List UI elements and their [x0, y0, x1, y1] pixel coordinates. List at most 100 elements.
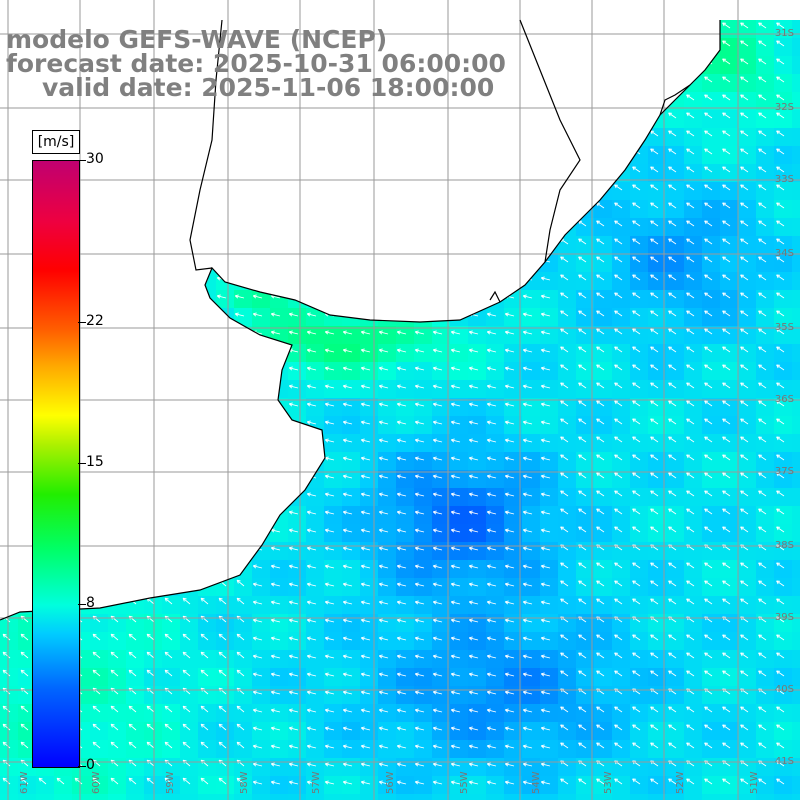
wind-speed-cell — [540, 488, 559, 507]
wind-speed-cell — [432, 488, 451, 507]
wind-speed-cell — [252, 740, 271, 759]
wind-speed-cell — [324, 578, 343, 597]
wind-speed-cell — [198, 776, 217, 795]
wind-speed-cell — [414, 632, 433, 651]
wind-speed-cell — [342, 416, 361, 435]
wind-speed-cell — [414, 488, 433, 507]
colorbar-tick-label: 22 — [86, 312, 104, 329]
wind-speed-cell — [288, 596, 307, 615]
wind-speed-cell — [252, 650, 271, 669]
wind-speed-cell — [396, 758, 415, 777]
wind-speed-cell — [126, 632, 145, 651]
wind-speed-cell — [306, 614, 325, 633]
wind-speed-cell — [468, 326, 487, 345]
wind-speed-cell — [378, 344, 397, 363]
wind-speed-cell — [234, 290, 253, 309]
wind-speed-cell — [126, 650, 145, 669]
longitude-label: 61W — [19, 771, 30, 794]
wind-speed-cell — [198, 686, 217, 705]
wind-speed-cell — [252, 614, 271, 633]
wind-speed-cell — [432, 578, 451, 597]
wind-speed-cell — [36, 776, 55, 795]
wind-speed-cell — [360, 722, 379, 741]
wind-speed-cell — [234, 614, 253, 633]
colorbar-tick-label: 15 — [86, 454, 104, 470]
wind-speed-cell — [450, 740, 469, 759]
wind-speed-cell — [234, 722, 253, 741]
wind-speed-cell — [0, 722, 19, 741]
wind-speed-cell — [288, 542, 307, 561]
wind-speed-cell — [486, 506, 505, 525]
wind-speed-cell — [432, 560, 451, 579]
wind-speed-cell — [342, 740, 361, 759]
wind-speed-cell — [198, 704, 217, 723]
wind-speed-cell — [432, 524, 451, 543]
wind-speed-cell — [324, 722, 343, 741]
wind-speed-cell — [792, 470, 800, 489]
wind-speed-cell — [360, 650, 379, 669]
wind-speed-cell — [342, 776, 361, 795]
wind-speed-cell — [360, 668, 379, 687]
wind-speed-cell — [378, 362, 397, 381]
wind-speed-cell — [288, 308, 307, 327]
wind-speed-cell — [378, 398, 397, 417]
wind-speed-cell — [0, 740, 19, 759]
wind-speed-cell — [450, 488, 469, 507]
wind-speed-cell — [792, 272, 800, 291]
wind-speed-cell — [198, 596, 217, 615]
wind-speed-cell — [792, 74, 800, 93]
wind-speed-cell — [288, 758, 307, 777]
wind-speed-cell — [180, 758, 199, 777]
wind-speed-cell — [180, 668, 199, 687]
wind-speed-cell — [486, 686, 505, 705]
colorbar-tick-mark — [78, 160, 86, 161]
wind-speed-cell — [432, 668, 451, 687]
wind-speed-cell — [396, 722, 415, 741]
wind-speed-cell — [504, 578, 523, 597]
wind-speed-cell — [720, 794, 739, 800]
wind-speed-cell — [324, 524, 343, 543]
wind-speed-cell — [324, 452, 343, 471]
wind-speed-cell — [378, 596, 397, 615]
wind-speed-cell — [504, 362, 523, 381]
wind-speed-cell — [270, 668, 289, 687]
wind-speed-cell — [234, 650, 253, 669]
wind-speed-cell — [162, 632, 181, 651]
wind-speed-cell — [0, 758, 19, 777]
wind-speed-cell — [486, 758, 505, 777]
wind-speed-cell — [504, 506, 523, 525]
wind-speed-cell — [792, 560, 800, 579]
wind-speed-cell — [414, 434, 433, 453]
wind-speed-cell — [486, 308, 505, 327]
wind-speed-cell — [324, 668, 343, 687]
wind-speed-cell — [504, 344, 523, 363]
wind-speed-cell — [792, 434, 800, 453]
wind-speed-cell — [216, 290, 235, 309]
wind-speed-cell — [306, 488, 325, 507]
wind-speed-cell — [342, 434, 361, 453]
wind-speed-cell — [792, 218, 800, 237]
wind-speed-cell — [270, 650, 289, 669]
wind-speed-cell — [108, 722, 127, 741]
wind-speed-cell — [450, 794, 469, 800]
wind-speed-cell — [360, 740, 379, 759]
wind-speed-cell — [360, 542, 379, 561]
wind-speed-cell — [108, 776, 127, 795]
wind-speed-cell — [702, 794, 721, 800]
wind-speed-cell — [324, 704, 343, 723]
wind-speed-cell — [288, 722, 307, 741]
wind-speed-cell — [252, 308, 271, 327]
wind-speed-cell — [486, 344, 505, 363]
wind-speed-cell — [306, 362, 325, 381]
wind-speed-cell — [414, 794, 433, 800]
wind-speed-cell — [396, 326, 415, 345]
wind-speed-cell — [792, 254, 800, 273]
wind-speed-cell — [450, 470, 469, 489]
wind-speed-cell — [198, 758, 217, 777]
wind-speed-cell — [324, 776, 343, 795]
wind-speed-cell — [252, 704, 271, 723]
wind-speed-cell — [432, 542, 451, 561]
wind-speed-cell — [324, 380, 343, 399]
wind-speed-cell — [504, 650, 523, 669]
wind-speed-cell — [450, 578, 469, 597]
